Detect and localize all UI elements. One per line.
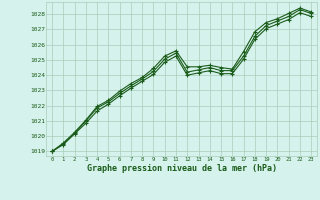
X-axis label: Graphe pression niveau de la mer (hPa): Graphe pression niveau de la mer (hPa) (87, 164, 276, 173)
